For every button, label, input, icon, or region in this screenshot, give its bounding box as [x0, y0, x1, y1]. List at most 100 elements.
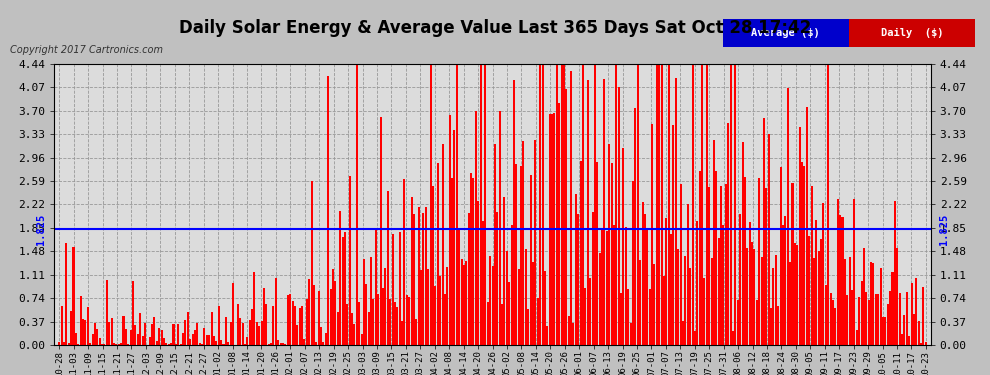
Bar	[516, 164, 518, 345]
Bar	[651, 124, 653, 345]
Bar	[94, 323, 96, 345]
Bar	[548, 114, 550, 345]
Bar	[575, 194, 577, 345]
Bar	[772, 268, 774, 345]
Bar	[418, 207, 420, 345]
Bar	[720, 186, 722, 345]
Bar	[294, 306, 296, 345]
Bar	[677, 249, 679, 345]
Bar	[230, 322, 232, 345]
Bar	[428, 268, 430, 345]
Bar	[843, 259, 845, 345]
Bar	[213, 336, 215, 345]
Bar	[370, 257, 372, 345]
Bar	[655, 64, 657, 345]
Bar	[435, 286, 437, 345]
Bar	[425, 207, 427, 345]
Bar	[884, 317, 886, 345]
Bar	[163, 338, 165, 345]
Bar	[513, 80, 515, 345]
Bar	[89, 343, 91, 345]
Bar	[182, 333, 184, 345]
Bar	[758, 178, 760, 345]
Bar	[189, 339, 191, 345]
Bar	[484, 64, 486, 345]
Bar	[144, 323, 146, 345]
Bar	[63, 342, 65, 345]
Bar	[423, 213, 425, 345]
Bar	[842, 216, 843, 345]
Bar	[353, 324, 355, 345]
Bar	[737, 300, 739, 345]
FancyBboxPatch shape	[723, 19, 848, 47]
Bar	[101, 344, 103, 345]
Bar	[787, 88, 789, 345]
Bar	[148, 337, 150, 345]
Bar	[558, 104, 560, 345]
Bar	[742, 142, 743, 345]
Bar	[413, 214, 415, 345]
Bar	[511, 225, 513, 345]
Bar	[494, 144, 496, 345]
Bar	[244, 344, 246, 345]
Bar	[601, 230, 603, 345]
Bar	[506, 251, 508, 345]
Bar	[594, 64, 596, 345]
Bar	[132, 281, 134, 345]
Bar	[565, 90, 567, 345]
Bar	[382, 288, 384, 345]
Bar	[465, 261, 467, 345]
Bar	[158, 328, 160, 345]
Bar	[851, 290, 853, 345]
Bar	[706, 64, 708, 345]
Bar	[130, 330, 132, 345]
Bar	[391, 234, 394, 345]
Bar	[718, 238, 720, 345]
Bar	[591, 212, 594, 345]
Bar	[777, 306, 779, 345]
Bar	[455, 64, 457, 345]
Bar	[111, 318, 113, 345]
Bar	[282, 344, 284, 345]
Bar	[291, 301, 294, 345]
Bar	[203, 328, 206, 345]
Bar	[875, 294, 877, 345]
Bar	[896, 248, 898, 345]
Bar	[365, 284, 367, 345]
Bar	[232, 284, 234, 345]
Bar	[901, 334, 903, 345]
Bar	[811, 186, 813, 345]
Bar	[763, 118, 765, 345]
Bar	[72, 247, 74, 345]
Bar	[82, 319, 84, 345]
Bar	[635, 108, 637, 345]
Bar	[103, 344, 106, 345]
Text: Daily Solar Energy & Average Value Last 365 Days Sat Oct 28 17:42: Daily Solar Energy & Average Value Last …	[179, 19, 811, 37]
Bar	[75, 333, 77, 345]
Bar	[675, 78, 677, 345]
Bar	[630, 323, 632, 345]
Bar	[58, 342, 60, 345]
Bar	[620, 292, 622, 345]
Bar	[755, 300, 757, 345]
Bar	[248, 320, 250, 345]
Bar	[648, 289, 650, 345]
Bar	[553, 113, 555, 345]
Bar	[584, 288, 586, 345]
Bar	[870, 262, 872, 345]
Bar	[728, 123, 730, 345]
Bar	[660, 64, 662, 345]
Bar	[616, 64, 618, 345]
Bar	[863, 248, 865, 345]
Bar	[430, 64, 432, 345]
Bar	[242, 323, 244, 345]
Bar	[135, 325, 137, 345]
Bar	[106, 280, 108, 345]
Bar	[704, 278, 706, 345]
Bar	[563, 64, 565, 345]
Bar	[865, 292, 867, 345]
Bar	[448, 115, 450, 345]
Bar	[487, 302, 489, 345]
Bar	[172, 324, 174, 345]
Bar	[546, 326, 548, 345]
